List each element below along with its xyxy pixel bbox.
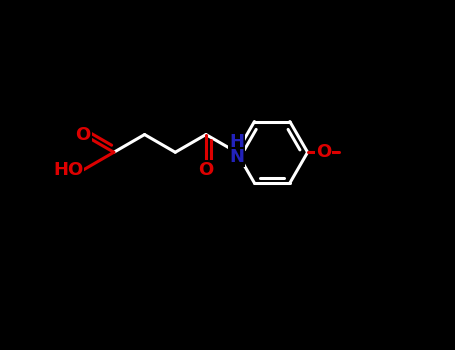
Text: O: O [76, 126, 91, 144]
Text: O: O [198, 161, 213, 179]
Text: HO: HO [53, 161, 83, 179]
Text: H: H [229, 133, 244, 151]
Text: O: O [316, 143, 331, 161]
Text: N: N [229, 148, 244, 166]
